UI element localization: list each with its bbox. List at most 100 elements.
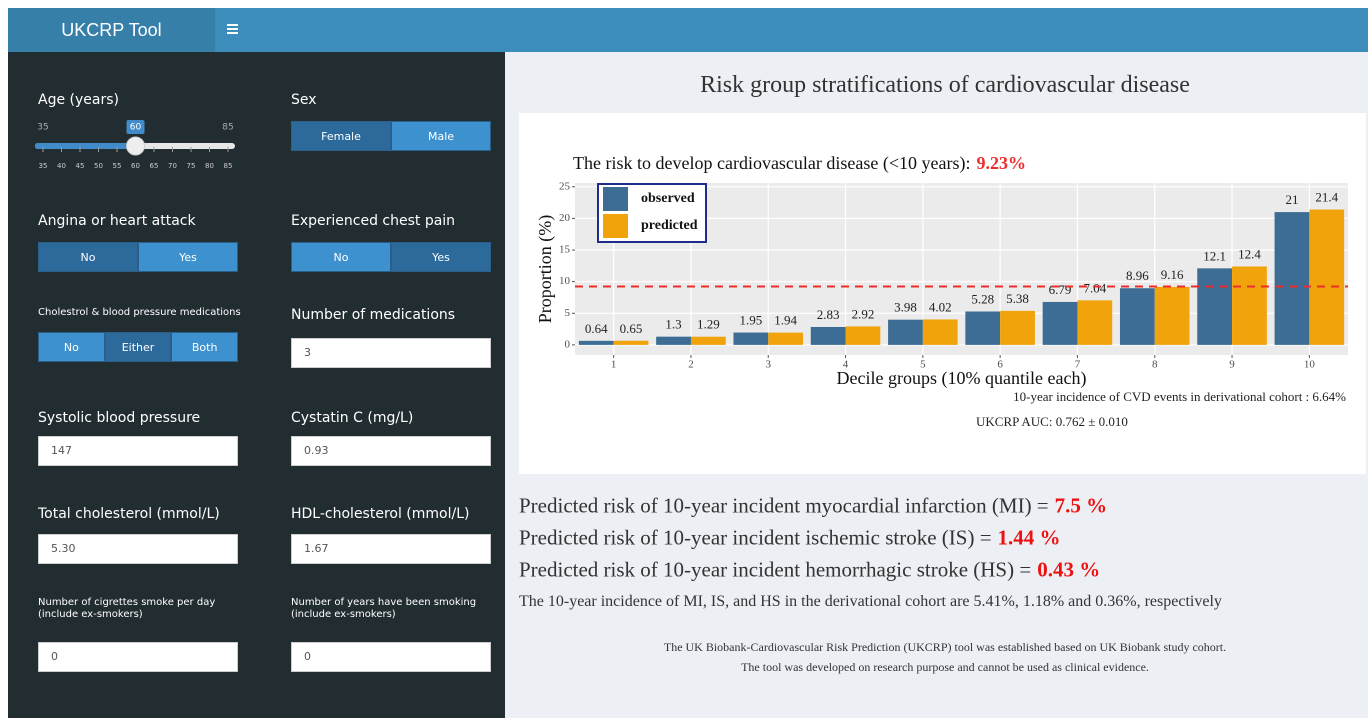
x-tick-label: 4 xyxy=(843,359,849,371)
toggle-button[interactable]: Both xyxy=(171,332,238,362)
value-label: 9.16 xyxy=(1161,267,1184,282)
chart-title-text: The risk to develop cardiovascular disea… xyxy=(573,153,971,174)
bar xyxy=(810,326,846,345)
menu-toggle[interactable] xyxy=(226,22,240,36)
bar xyxy=(1309,209,1345,345)
toggle-button[interactable]: Yes xyxy=(391,242,491,272)
bar xyxy=(1000,310,1035,345)
text-input[interactable]: 3 xyxy=(291,338,491,368)
toggle-button[interactable]: Either xyxy=(104,332,172,362)
toggle-button[interactable]: Male xyxy=(391,121,491,151)
y-axis-title: Proportion (%) xyxy=(535,215,556,323)
app-title[interactable]: UKCRP Tool xyxy=(8,8,215,52)
risk-value: 7.5 % xyxy=(1054,493,1108,518)
bar xyxy=(1154,286,1190,345)
bar xyxy=(1119,288,1155,345)
bar xyxy=(888,319,923,345)
annotation: UKCRP AUC: 0.762 ± 0.010 xyxy=(976,414,1128,429)
incidence-note: The 10-year incidence of MI, IS, and HS … xyxy=(519,593,1222,610)
text-input[interactable]: 1.67 xyxy=(291,534,491,564)
toggle-button[interactable]: No xyxy=(291,242,391,272)
bar xyxy=(1232,266,1267,345)
y-tick-label: 20 xyxy=(559,212,571,224)
risk-result: Predicted risk of 10-year incident hemor… xyxy=(519,558,1100,583)
slider-tick-label: 65 xyxy=(150,162,159,170)
value-label: 5.28 xyxy=(971,291,994,306)
y-tick-label: 25 xyxy=(559,180,571,192)
x-tick-label: 5 xyxy=(920,359,926,371)
toggle-button[interactable]: No xyxy=(38,242,138,272)
toggle-button[interactable]: No xyxy=(38,332,105,362)
slider-min: 35 xyxy=(37,123,48,133)
slider-tick-label: 85 xyxy=(224,162,233,170)
slider-handle[interactable] xyxy=(126,136,145,156)
value-label: 6.79 xyxy=(1049,282,1072,297)
slider-tick-label: 50 xyxy=(94,162,103,170)
footer-line: The UK Biobank-Cardiovascular Risk Predi… xyxy=(663,640,1227,654)
chart: The risk to develop cardiovascular disea… xyxy=(535,153,1348,429)
text-input[interactable]: 5.30 xyxy=(38,534,238,564)
control-label: Systolic blood pressure xyxy=(38,410,201,426)
main-title: Risk group stratifications of cardiovasc… xyxy=(700,72,1190,98)
control-label: Total cholesterol (mmol/L) xyxy=(38,506,220,522)
value-label: 0.64 xyxy=(585,321,608,336)
risk-text: Predicted risk of 10-year incident ische… xyxy=(519,525,992,550)
text-input[interactable]: 0 xyxy=(38,642,238,672)
value-label: 2.92 xyxy=(852,306,875,321)
bar xyxy=(613,340,649,345)
y-tick-label: 15 xyxy=(559,244,571,256)
toggle-button[interactable]: Yes xyxy=(138,242,238,272)
toggle-button[interactable]: Female xyxy=(291,121,391,151)
text-input[interactable]: 0 xyxy=(291,642,491,672)
slider-tick-label: 55 xyxy=(113,162,122,170)
x-tick-label: 8 xyxy=(1152,359,1158,371)
bar xyxy=(733,332,769,345)
risk-text: Predicted risk of 10-year incident hemor… xyxy=(519,557,1032,582)
control-label: Angina or heart attack xyxy=(38,213,196,229)
y-tick-label: 0 xyxy=(565,338,571,350)
risk-result: Predicted risk of 10-year incident myoca… xyxy=(519,494,1107,519)
value-label: 1.94 xyxy=(774,313,797,328)
legend-swatch xyxy=(603,214,628,238)
legend-label: observed xyxy=(641,191,695,206)
bar xyxy=(768,332,804,345)
text-input[interactable]: 0.93 xyxy=(291,436,491,466)
bar xyxy=(578,340,614,345)
value-label: 21 xyxy=(1285,192,1298,207)
bar xyxy=(922,319,958,345)
bar xyxy=(845,326,881,345)
x-tick-label: 6 xyxy=(997,359,1003,371)
slider-tick-label: 45 xyxy=(76,162,85,170)
value-label: 2.83 xyxy=(817,307,840,322)
value-label: 8.96 xyxy=(1126,268,1149,283)
x-tick-label: 2 xyxy=(688,359,694,371)
value-label: 1.3 xyxy=(665,317,681,332)
value-label: 1.29 xyxy=(697,317,720,332)
risk-text: Predicted risk of 10-year incident myoca… xyxy=(519,493,1049,518)
slider-value-badge xyxy=(126,120,145,134)
control-label: Number of years have been smoking (inclu… xyxy=(291,597,477,620)
control-label: Sex xyxy=(291,92,317,108)
value-label: 12.4 xyxy=(1238,246,1261,261)
footer: The UK Biobank-Cardiovascular Risk Predi… xyxy=(519,637,1368,677)
control-label: Age (years) xyxy=(38,92,119,108)
value-label: 3.98 xyxy=(894,300,917,315)
control-label: Cystatin C (mg/L) xyxy=(291,410,414,426)
x-tick-label: 10 xyxy=(1304,359,1316,371)
value-label: 12.1 xyxy=(1203,248,1226,263)
control-label: Number of medications xyxy=(291,307,456,323)
bar xyxy=(656,336,691,345)
age-slider[interactable]: 35 85 60 35 40 45 50 55 60 65 70 75 80 85 xyxy=(30,112,250,176)
y-tick-label: 5 xyxy=(565,307,571,319)
text-input[interactable]: 147 xyxy=(38,436,238,466)
control-label: Cholestrol & blood pressure medications xyxy=(38,307,241,318)
control-label: Number of cigrettes smoke per day (inclu… xyxy=(38,597,216,620)
value-label: 0.65 xyxy=(620,321,643,336)
slider-tick-label: 80 xyxy=(205,162,214,170)
value-label: 5.38 xyxy=(1006,291,1029,306)
slider-fill xyxy=(35,143,136,149)
risk-highlight: 9.23% xyxy=(977,153,1027,173)
bar xyxy=(1077,300,1113,345)
bar xyxy=(690,336,726,345)
